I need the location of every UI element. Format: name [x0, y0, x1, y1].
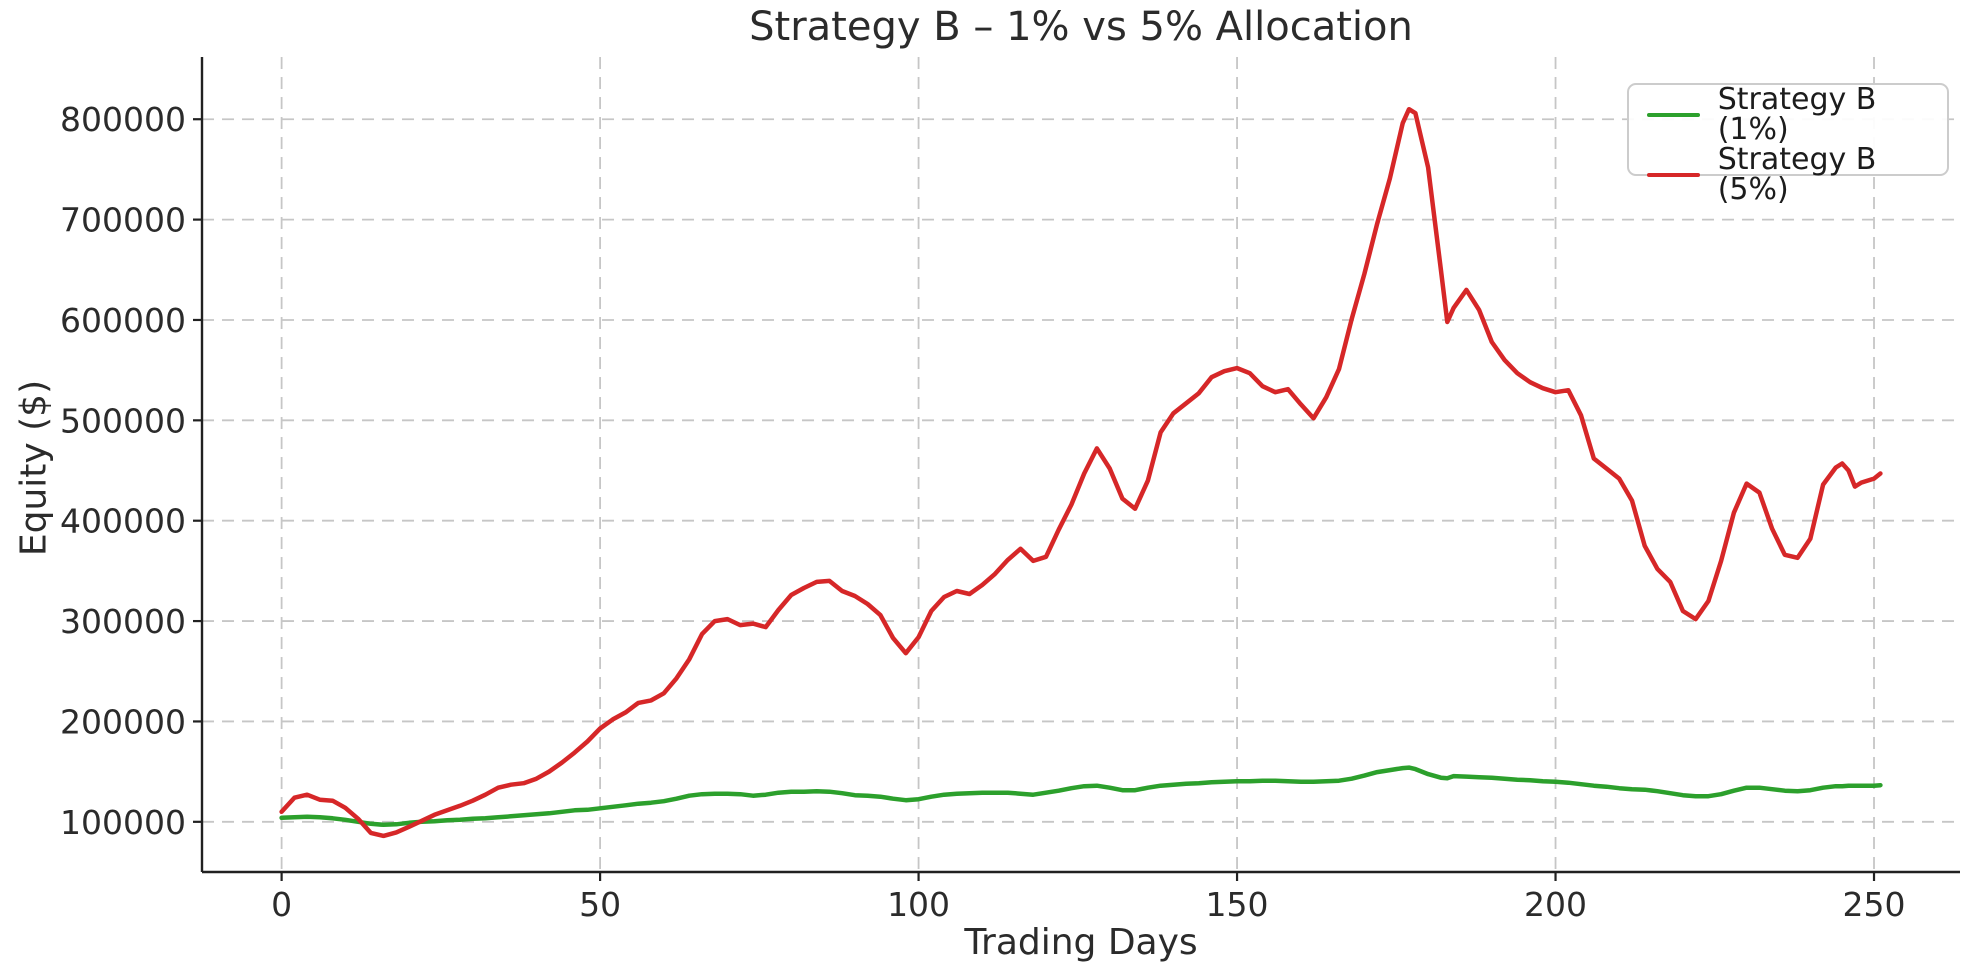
y-tick-label-700000: 700000 [60, 201, 186, 240]
legend-label: Strategy B (1%) [1717, 82, 1877, 147]
y-tick-label-500000: 500000 [60, 401, 186, 440]
y-tick-label-600000: 600000 [60, 301, 186, 340]
y-tick-label-400000: 400000 [60, 502, 186, 541]
y-tick-label-300000: 300000 [60, 602, 186, 641]
series-line-strategy-b-1pct [279, 765, 1883, 828]
y-axis-label: Equity ($) [13, 379, 55, 557]
x-tick-label-0: 0 [271, 885, 292, 924]
series-line-strategy-b-5pct [279, 106, 1883, 839]
legend-item-strategy-b-5pct: Strategy B (5%) [1647, 145, 1947, 205]
y-tick-label-100000: 100000 [60, 803, 186, 842]
x-tick-label-100: 100 [887, 885, 950, 924]
legend-item-strategy-b-1pct: Strategy B (1%) [1647, 85, 1947, 145]
y-tick-label-800000: 800000 [60, 100, 186, 139]
legend-line-sample-red [1647, 172, 1700, 178]
y-tick-label-200000: 200000 [60, 702, 186, 741]
legend-label: Strategy B (5%) [1717, 142, 1877, 207]
x-tick-label-150: 150 [1206, 885, 1269, 924]
x-tick-label-200: 200 [1524, 885, 1587, 924]
x-axis-label: Trading Days [964, 922, 1198, 963]
x-tick-label-50: 50 [579, 885, 621, 924]
legend-line-sample-green [1647, 112, 1700, 118]
x-tick-label-250: 250 [1843, 885, 1906, 924]
chart-title: Strategy B – 1% vs 5% Allocation [749, 4, 1413, 50]
legend: Strategy B (1%) Strategy B (5%) [1627, 83, 1949, 205]
